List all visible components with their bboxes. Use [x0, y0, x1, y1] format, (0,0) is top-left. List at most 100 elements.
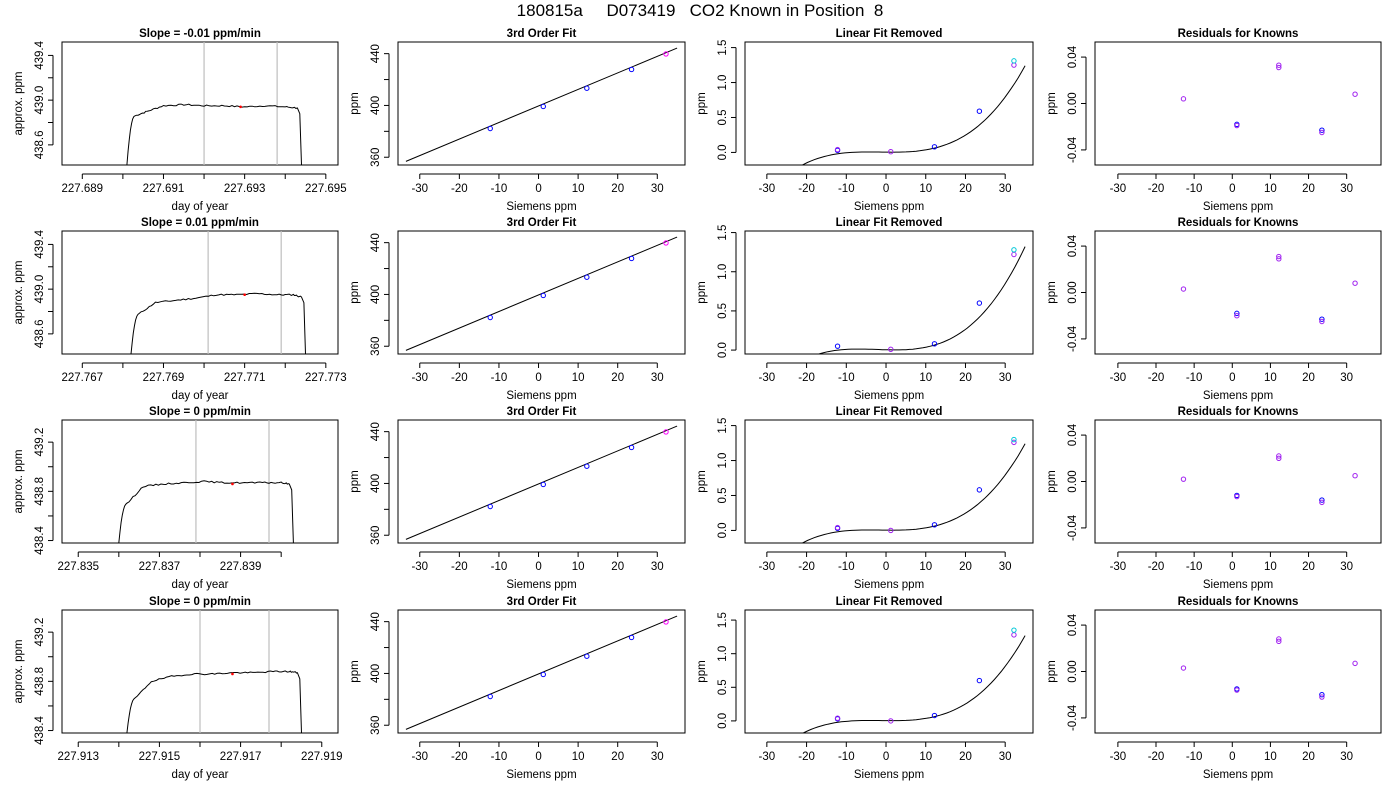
y-tick-label: 438.6 — [34, 319, 46, 348]
x-tick-label: 30 — [1340, 751, 1353, 763]
y-tick-label: 0.0 — [717, 713, 729, 729]
x-tick-label: 30 — [999, 183, 1012, 195]
x-tick-label: -30 — [1110, 561, 1127, 573]
plot-area — [405, 236, 678, 351]
x-tick-label: -20 — [1148, 183, 1165, 195]
panel-time-series-row4: Slope = 0 ppm/min 227.913 227.915 227.917 22… — [13, 596, 343, 781]
y-tick-label: 1.0 — [717, 264, 729, 280]
x-tick-label: -10 — [838, 751, 855, 763]
x-tick-label: -30 — [411, 561, 428, 573]
x-tick-label: -10 — [491, 183, 508, 195]
data-point — [1276, 638, 1282, 645]
data-point — [931, 341, 938, 347]
panel-residuals-row2: Residuals for Knowns -30 -20 -10 0 10 20 30 Siem… — [1046, 217, 1382, 402]
x-tick-label: 20 — [959, 751, 972, 763]
panel-title: 3rd Order Fit — [507, 28, 577, 40]
panel-title: Linear Fit Removed — [836, 217, 943, 229]
x-tick-label: 30 — [651, 751, 664, 763]
x-tick-label: 20 — [1302, 561, 1315, 573]
panel-fit-row3: 3rd Order Fit -30 -20 -10 0 10 20 30 Siemens ppm… — [349, 406, 686, 591]
x-tick-label: 20 — [611, 751, 624, 763]
y-tick-label: 439.4 — [34, 229, 46, 258]
panel-title: 3rd Order Fit — [507, 596, 577, 608]
data-point — [584, 85, 590, 91]
x-tick-label: -30 — [759, 561, 776, 573]
x-axis-label: Siemens ppm — [506, 579, 576, 591]
y-tick-label: 438.4 — [34, 526, 46, 555]
data-point — [1319, 694, 1325, 700]
data-point — [1276, 253, 1282, 260]
y-tick-label: 439.0 — [34, 86, 46, 115]
panel-title: Linear Fit Removed — [836, 406, 943, 418]
y-tick-label: 439.0 — [34, 275, 46, 304]
panel-title: Residuals for Knowns — [1178, 217, 1299, 229]
data-point — [487, 314, 493, 321]
x-axis-label: Siemens ppm — [854, 579, 924, 591]
plot-frame — [744, 230, 1034, 355]
data-point — [834, 524, 841, 531]
x-tick-label: 20 — [611, 183, 624, 195]
data-point — [1011, 436, 1017, 443]
data-point — [628, 444, 635, 451]
y-axis-label: ppm — [696, 92, 708, 114]
y-tick-label: 400 — [370, 474, 382, 493]
y-tick-label: 360 — [370, 526, 382, 545]
plot-frame — [1094, 230, 1382, 355]
data-point — [834, 715, 841, 721]
x-tick-label: -10 — [838, 183, 855, 195]
x-tick-label: -20 — [798, 561, 815, 573]
x-tick-label: 10 — [919, 183, 932, 195]
x-tick-label: 20 — [959, 561, 972, 573]
panel-fit-row1: 3rd Order Fit -30 -20 -10 0 10 20 30 Siemens ppm… — [349, 28, 686, 213]
data-point — [1352, 280, 1358, 286]
data-point — [1352, 91, 1358, 97]
x-tick-label: 30 — [999, 561, 1012, 573]
panel-title: Slope = 0.01 ppm/min — [141, 217, 259, 229]
plot-area — [405, 425, 678, 540]
x-tick-label: 10 — [1264, 751, 1277, 763]
x-tick-label: 20 — [1302, 183, 1315, 195]
x-tick-label: 30 — [1340, 372, 1353, 384]
y-tick-label: 1.5 — [717, 40, 729, 56]
y-tick-label: 0.00 — [1067, 660, 1079, 682]
x-tick-label: -10 — [1186, 372, 1203, 384]
data-point — [487, 503, 493, 510]
data-point — [888, 346, 894, 352]
data-point — [1319, 129, 1325, 136]
x-tick-label: 227.915 — [139, 751, 181, 763]
panel-title: Slope = -0.01 ppm/min — [139, 28, 261, 40]
plot-frame — [61, 419, 339, 544]
data-point — [487, 125, 493, 132]
x-tick-label: 10 — [919, 561, 932, 573]
x-axis-label: day of year — [172, 769, 229, 781]
x-tick-label: 0 — [535, 183, 541, 195]
panel-title: Residuals for Knowns — [1178, 596, 1299, 608]
x-axis-label: Siemens ppm — [506, 390, 576, 402]
data-marker — [239, 105, 242, 109]
data-point — [976, 677, 983, 684]
data-point — [663, 240, 669, 246]
x-tick-label: 30 — [651, 183, 664, 195]
y-tick-label: 0.5 — [717, 303, 729, 319]
y-tick-label: 1.0 — [717, 75, 729, 91]
y-tick-label: -0.04 — [1067, 704, 1079, 731]
x-tick-label: 30 — [651, 372, 664, 384]
plot-frame — [1094, 419, 1382, 544]
plot-area — [126, 610, 302, 733]
data-trace — [130, 292, 306, 354]
x-tick-label: 227.769 — [143, 372, 185, 384]
x-tick-label: 30 — [999, 751, 1012, 763]
x-tick-label: 0 — [1229, 372, 1235, 384]
x-tick-label: 30 — [1340, 561, 1353, 573]
data-point — [487, 693, 493, 700]
y-tick-label: 0.0 — [717, 342, 729, 358]
x-tick-label: 227.917 — [220, 751, 262, 763]
x-tick-label: 227.835 — [57, 561, 99, 573]
panel-title: 3rd Order Fit — [507, 217, 577, 229]
y-axis-label: ppm — [1046, 281, 1058, 303]
y-tick-label: 400 — [370, 285, 382, 304]
data-point — [1234, 122, 1240, 129]
panel-linear-removed-row1: Linear Fit Removed -30 -20 -10 0 10 20 30 Siemen… — [696, 28, 1034, 213]
x-tick-label: -20 — [451, 751, 468, 763]
y-tick-label: 1.5 — [717, 418, 729, 434]
